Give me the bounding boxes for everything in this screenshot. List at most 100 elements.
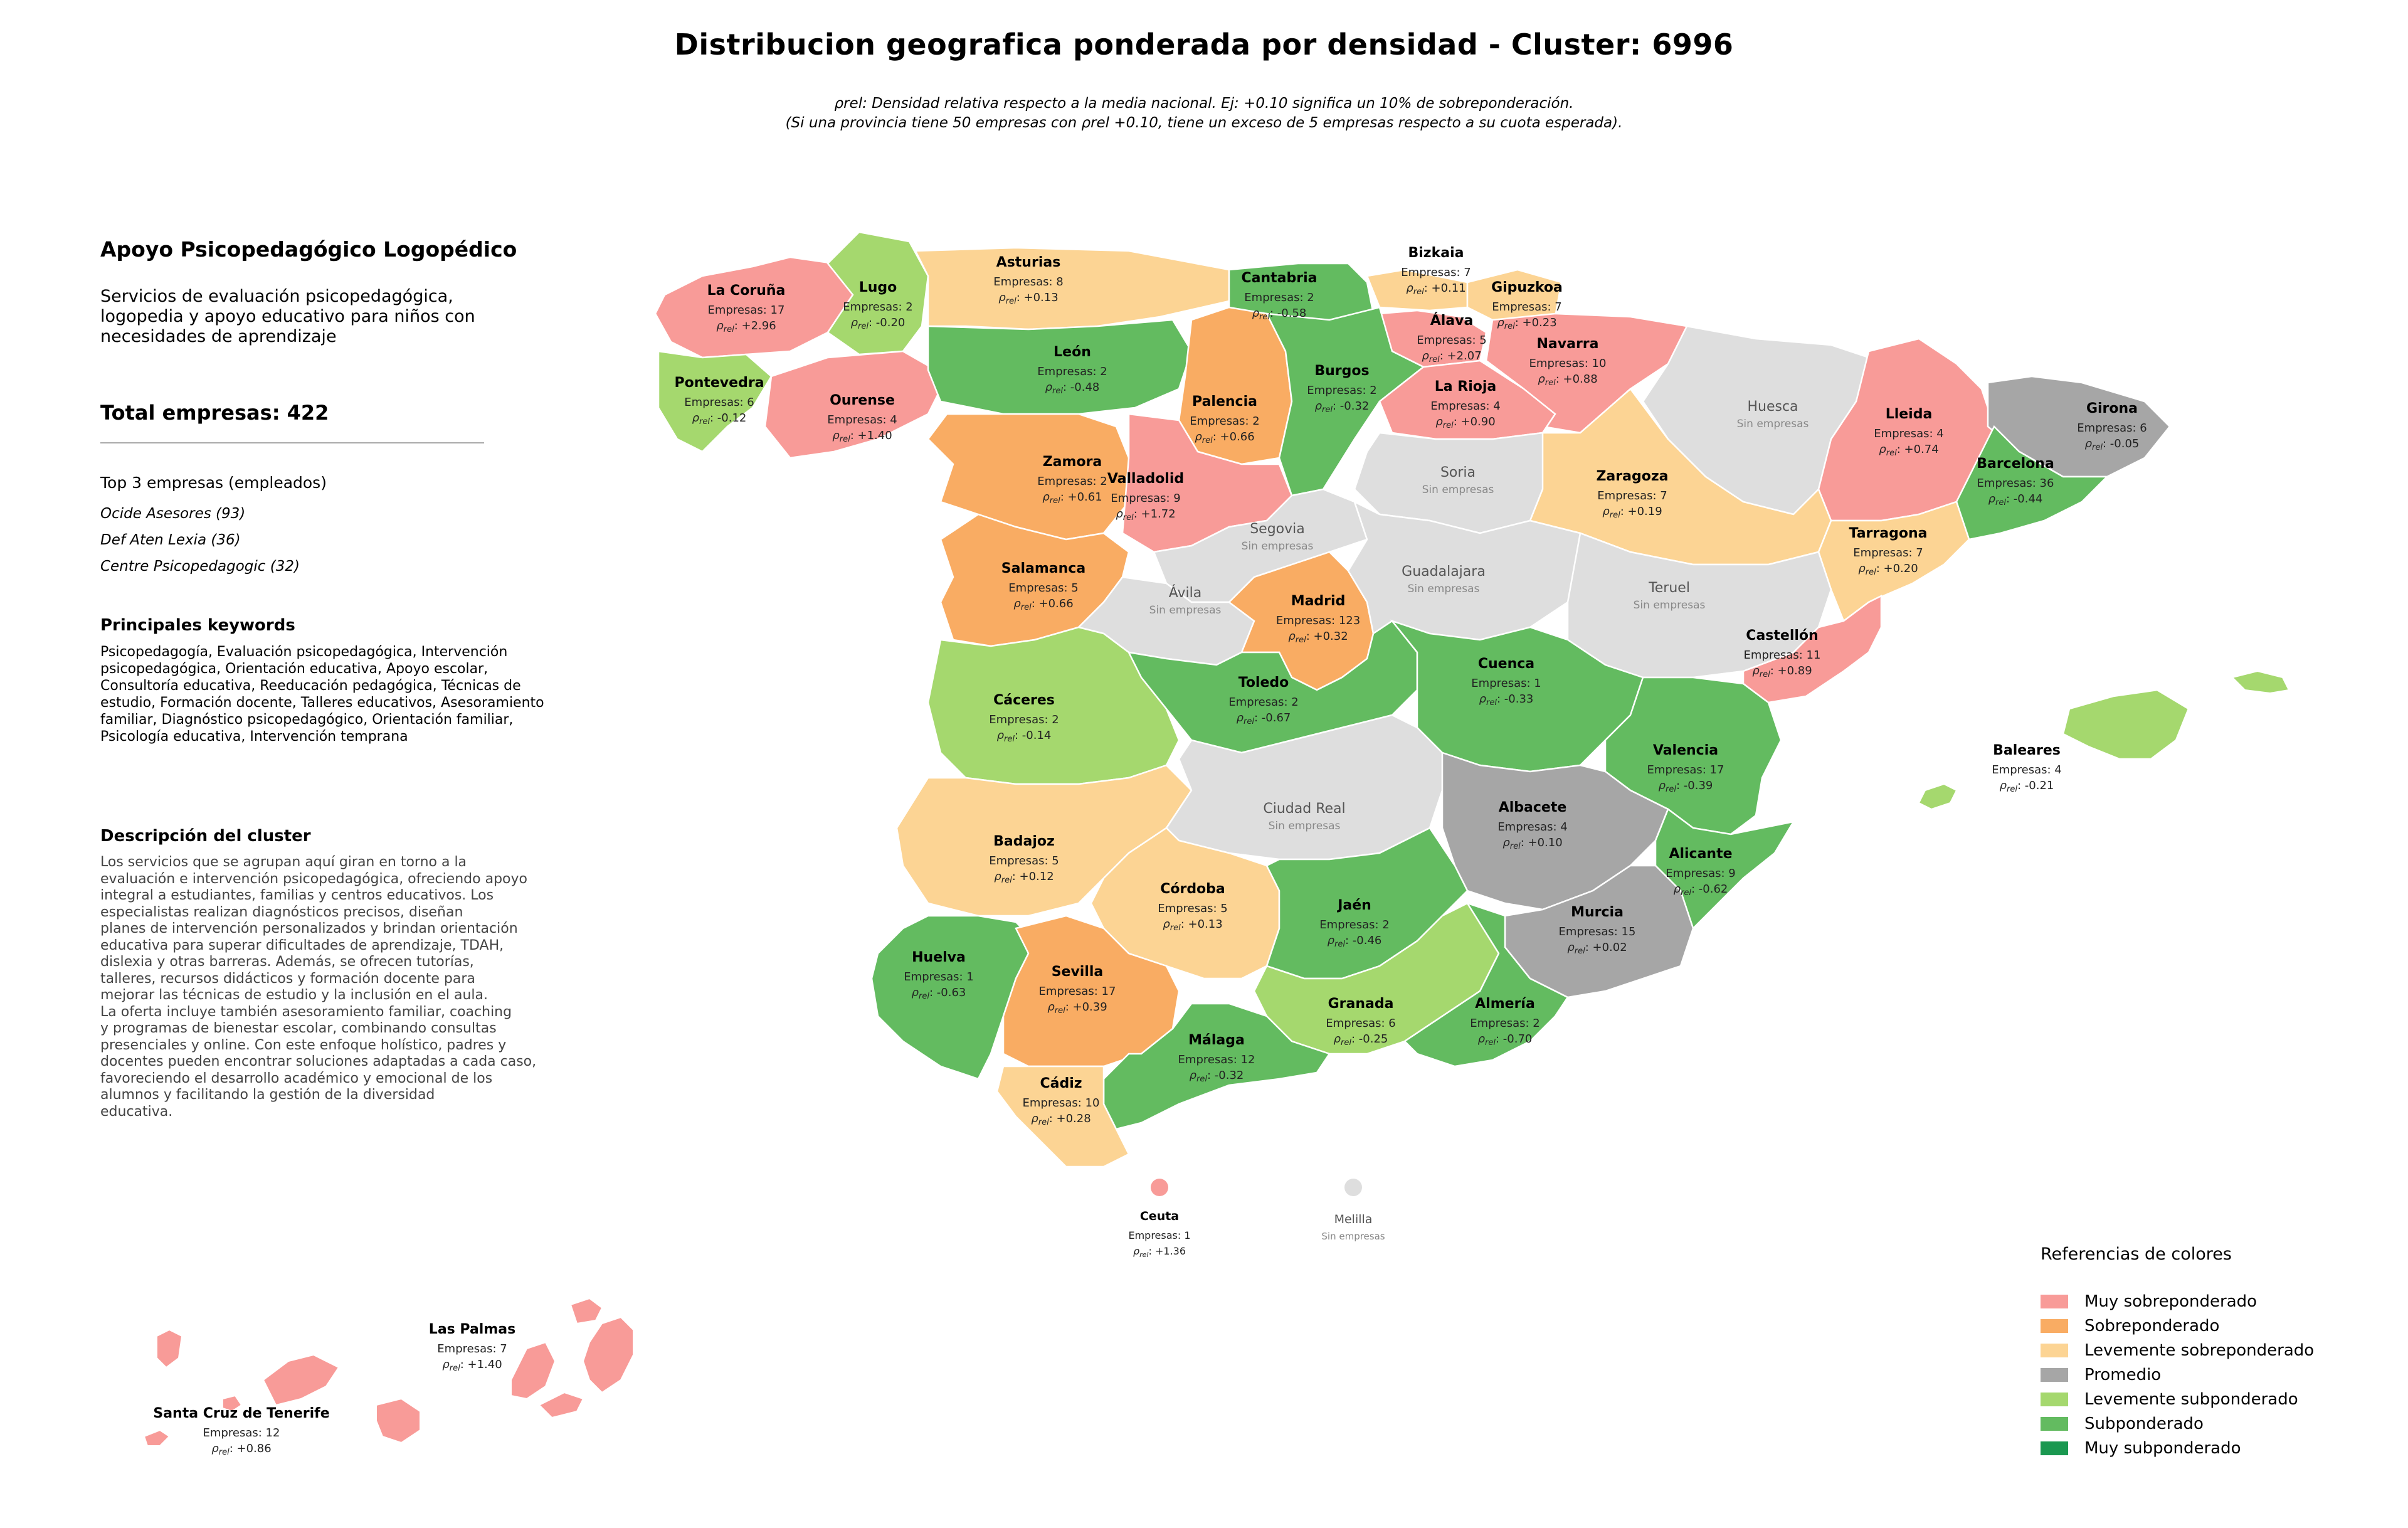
province-sin-empresas: Sin empresas (1422, 484, 1494, 496)
province-empresas: Empresas: 5 (1417, 334, 1486, 347)
province-rho: ρrel: +0.19 (1602, 505, 1662, 520)
province-label-cadiz: Cádiz Empresas: 10 ρrel: +0.28 (1023, 1076, 1100, 1127)
province-empresas: Empresas: 1 (1128, 1229, 1190, 1241)
province-baleares (2062, 689, 2190, 760)
province-name: Ourense (830, 393, 895, 408)
province-rho: ρrel: -0.32 (1190, 1069, 1244, 1084)
province-name: Melilla (1334, 1212, 1373, 1226)
province-asturias (914, 247, 1230, 331)
province-empresas: Empresas: 2 (1307, 384, 1376, 397)
province-rho: ρrel: +0.28 (1031, 1112, 1090, 1127)
cluster-short-description: Servicios de evaluación psicopedagógica,… (100, 287, 475, 346)
legend-item: Subponderado (2041, 1411, 2314, 1436)
province-label-barcelona: Barcelona Empresas: 36 ρrel: -0.44 (1977, 456, 2054, 507)
fuerteventura-shape (538, 1391, 584, 1419)
province-name: Cantabria (1242, 270, 1318, 286)
province-label-ciudad-real: Ciudad Real Sin empresas (1263, 801, 1345, 832)
province-rho: ρrel: +0.39 (1047, 1000, 1107, 1016)
province-name: Córdoba (1160, 881, 1225, 897)
menorca-shape (2231, 670, 2290, 694)
province-empresas: Empresas: 15 (1559, 925, 1636, 938)
province-empresas: Empresas: 5 (1008, 581, 1078, 595)
province-empresas: Empresas: 6 (2077, 422, 2147, 435)
province-label-toledo: Toledo Empresas: 2 ρrel: -0.67 (1228, 675, 1298, 726)
province-rho: ρrel: -0.20 (851, 316, 906, 331)
province-label-santa-cruz: Santa Cruz de Tenerife Empresas: 12 ρrel: … (153, 1406, 329, 1457)
province-rho: ρrel: -0.32 (1315, 400, 1370, 415)
province-label-cuenca: Cuenca Empresas: 1 ρrel: -0.33 (1471, 656, 1541, 708)
legend-swatch (2041, 1343, 2068, 1357)
province-rho: ρrel: +0.10 (1502, 836, 1562, 851)
province-label-huesca: Huesca Sin empresas (1737, 399, 1809, 430)
province-label-navarra: Navarra Empresas: 10 ρrel: +0.88 (1529, 336, 1607, 388)
province-label-salamanca: Salamanca Empresas: 5 ρrel: +0.66 (1001, 561, 1085, 612)
province-empresas: Empresas: 6 (1326, 1017, 1395, 1030)
province-empresas: Empresas: 36 (1977, 477, 2054, 490)
province-empresas: Empresas: 4 (1992, 763, 2061, 777)
province-label-pontevedra: Pontevedra Empresas: 6 ρrel: -0.12 (674, 375, 764, 427)
province-name: Jaén (1336, 898, 1371, 913)
province-name: Barcelona (1977, 456, 2054, 472)
province-rho: ρrel: +0.32 (1288, 630, 1348, 645)
province-empresas: Empresas: 17 (1647, 763, 1724, 777)
province-empresas: Empresas: 2 (1319, 918, 1389, 931)
province-rho: ρrel: +0.90 (1435, 415, 1495, 430)
province-name: Granada (1328, 996, 1394, 1012)
province-sin-empresas: Sin empresas (1634, 599, 1706, 612)
province-rho: ρrel: +0.88 (1538, 373, 1597, 388)
province-pontevedra (657, 350, 773, 453)
lanzarote-shape (569, 1297, 603, 1325)
province-name: Lleida (1886, 406, 1933, 422)
province-empresas: Empresas: 2 (1037, 365, 1107, 378)
province-label-zamora: Zamora Empresas: 2 ρrel: +0.61 (1037, 454, 1107, 506)
province-label-caceres: Cáceres Empresas: 2 ρrel: -0.14 (989, 692, 1059, 744)
province-empresas: Empresas: 7 (437, 1342, 507, 1356)
province-empresas: Empresas: 6 (684, 396, 754, 409)
province-name: Teruel (1648, 580, 1690, 596)
la-gomera-shape (222, 1394, 243, 1413)
province-rho: ρrel: -0.33 (1479, 692, 1534, 708)
province-name: Álava (1430, 312, 1474, 329)
province-caceres (927, 626, 1180, 785)
description-title: Descripción del cluster (100, 827, 311, 846)
province-name: Huesca (1747, 399, 1798, 415)
province-label-almeria: Almería Empresas: 2 ρrel: -0.70 (1470, 996, 1539, 1048)
province-rho: ρrel: +0.89 (1752, 664, 1812, 679)
province-cadiz (996, 1065, 1130, 1168)
legend-swatch (2041, 1294, 2068, 1308)
province-name: Albacete (1499, 800, 1567, 815)
province-name: Toledo (1238, 675, 1289, 691)
province-name: Cádiz (1040, 1076, 1082, 1091)
province-empresas: Empresas: 8 (993, 275, 1063, 289)
chart-subtitle: ρrel: Densidad relativa respecto a la me… (0, 94, 2408, 133)
province-rho: ρrel: -0.63 (912, 986, 966, 1001)
legend-item: Promedio (2041, 1362, 2314, 1387)
gran-canaria-main-shape (376, 1398, 421, 1444)
province-empresas: Empresas: 12 (203, 1426, 280, 1440)
province-label-soria: Soria Sin empresas (1422, 465, 1494, 496)
province-name: Salamanca (1001, 561, 1085, 576)
province-rho: ρrel: -0.39 (1659, 779, 1713, 794)
cluster-name: Apoyo Psicopedagógico Logopédico (100, 237, 517, 262)
province-rho: ρrel: -0.67 (1237, 711, 1291, 726)
province-label-lleida: Lleida Empresas: 4 ρrel: +0.74 (1874, 406, 1943, 458)
province-label-la-coruna: La Coruña Empresas: 17 ρrel: +2.96 (707, 283, 786, 334)
legend-label: Levemente subponderado (2084, 1389, 2298, 1409)
province-empresas: Empresas: 4 (1874, 427, 1943, 440)
legend-label: Muy subponderado (2084, 1438, 2241, 1458)
province-name: Zaragoza (1596, 469, 1668, 484)
province-label-guadalajara: Guadalajara Sin empresas (1402, 564, 1486, 595)
province-name: Baleares (1993, 743, 2061, 758)
province-label-lugo: Lugo Empresas: 2 ρrel: -0.20 (843, 280, 912, 331)
province-rho: ρrel: +0.20 (1858, 562, 1918, 577)
province-name: Pontevedra (674, 375, 764, 391)
province-name: Soria (1440, 465, 1476, 480)
province-rho: ρrel: -0.14 (997, 729, 1052, 744)
keywords-text: Psicopedagogía, Evaluación psicopedagógi… (100, 644, 544, 745)
province-name: Zamora (1043, 454, 1102, 470)
la-palma-shape (156, 1329, 183, 1369)
legend-label: Subponderado (2084, 1414, 2204, 1433)
province-melilla (1344, 1179, 1362, 1196)
province-rho: ρrel: -0.12 (692, 411, 747, 427)
